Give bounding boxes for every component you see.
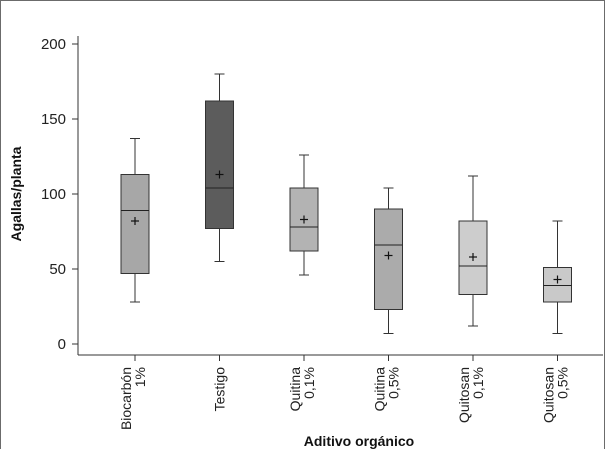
box [120, 174, 150, 274]
x-tick-label-line2: 0,1% [470, 367, 486, 399]
y-axis: 0 50 100 150 200 [41, 36, 79, 355]
x-tick-label-line1: Quitosan [456, 367, 472, 423]
y-tick-label: 200 [41, 36, 66, 53]
y-tick-label: 100 [41, 186, 66, 203]
x-tick-label-line2: 0,1% [301, 367, 317, 399]
x-tick-label-line1: Testigo [212, 367, 228, 412]
box-series [120, 73, 572, 334]
y-tick-label: 0 [58, 336, 66, 353]
x-tick-label-line1: Quitina [372, 367, 388, 412]
x-tick-label-line1: Quitosan [541, 367, 557, 423]
box-group [458, 175, 488, 327]
x-tick-label-line2: 0,5% [555, 367, 571, 399]
box-group [289, 154, 319, 276]
box-group [374, 187, 403, 334]
box [543, 267, 572, 303]
box [205, 100, 234, 229]
box-group [120, 138, 150, 303]
y-axis-title: Agallas/planta [8, 146, 24, 241]
x-tick-label: Testigo [212, 367, 228, 412]
y-tick-label: 50 [49, 261, 66, 278]
x-axis-title: Aditivo orgánico [304, 433, 414, 449]
x-tick-label-line1: Biocarbón [118, 367, 134, 430]
x-tick-label-line1: Quitina [287, 367, 303, 412]
box-group [543, 220, 572, 334]
y-tick-label: 150 [41, 111, 66, 128]
x-tick-label-line2: 1% [132, 367, 148, 387]
box-group [205, 73, 234, 262]
x-tick-label-line2: 0,5% [386, 367, 402, 399]
